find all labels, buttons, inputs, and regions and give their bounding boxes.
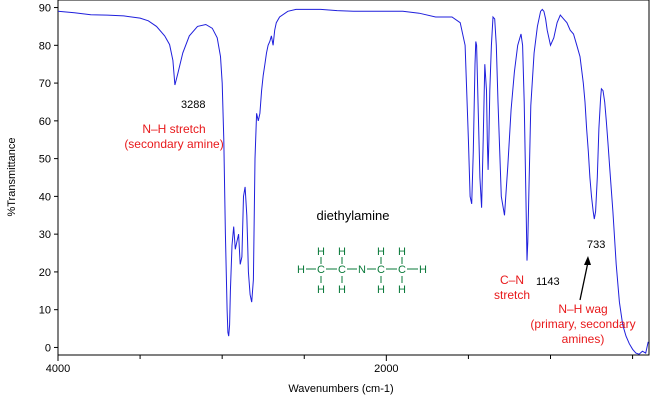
annotation-nh-stretch: N–H stretch — [142, 122, 205, 136]
y-tick-label: 40 — [39, 191, 51, 203]
annotation-cn: C–N — [500, 273, 524, 287]
atom-h: H — [297, 264, 305, 276]
atom-c: C — [317, 264, 325, 276]
x-axis-title: Wavenumbers (cm-1) — [288, 383, 393, 395]
annotation-733: 733 — [587, 239, 605, 251]
annotation-nh-wag: N–H wag — [558, 302, 607, 316]
atom-c: C — [338, 264, 346, 276]
y-tick-label: 90 — [39, 3, 51, 15]
annotation-1143: 1143 — [536, 276, 560, 288]
annotation-nh-stretch-sub: (secondary amine) — [124, 137, 223, 151]
atom-h: H — [419, 264, 427, 276]
annotation-arrowhead-733 — [584, 256, 591, 265]
x-axis-ticks: 4000 2000 — [46, 355, 634, 375]
annotations: 3288 N–H stretch (secondary amine) C–N s… — [124, 99, 635, 346]
annotation-nh-wag-sub2: amines) — [562, 332, 605, 346]
y-tick-label: 50 — [39, 154, 51, 166]
y-tick-label: 20 — [39, 267, 51, 279]
atom-c: C — [398, 264, 406, 276]
atom-h: H — [317, 284, 325, 296]
annotation-cn-stretch: stretch — [494, 288, 530, 302]
annotation-arrow-733 — [579, 261, 589, 301]
y-tick-label: 0 — [45, 342, 51, 354]
y-tick-label: 10 — [39, 305, 51, 317]
y-tick-label: 70 — [39, 78, 51, 90]
atom-h: H — [377, 284, 385, 296]
y-tick-label: 30 — [39, 229, 51, 241]
molecule-diethylamine: diethylamine H H H H H C C N C C H H H — [297, 208, 427, 296]
plot-frame — [57, 0, 650, 356]
atom-n: N — [358, 264, 366, 276]
atom-h: H — [377, 246, 385, 258]
x-tick-label: 4000 — [46, 363, 70, 375]
atom-c: C — [377, 264, 385, 276]
atom-h: H — [338, 246, 346, 258]
y-axis-title: %Transmittance — [6, 137, 18, 216]
spectrum-line — [57, 8, 649, 355]
annotation-3288: 3288 — [181, 99, 205, 111]
atom-h: H — [398, 246, 406, 258]
y-tick-label: 60 — [39, 116, 51, 128]
x-tick-label: 2000 — [374, 363, 398, 375]
y-axis-ticks: 0 10 20 30 40 50 60 70 80 90 — [39, 3, 58, 354]
atom-h: H — [398, 284, 406, 296]
molecule-name: diethylamine — [317, 208, 390, 223]
annotation-nh-wag-sub1: (primary, secondary — [530, 317, 635, 331]
atom-h: H — [338, 284, 346, 296]
y-tick-label: 80 — [39, 40, 51, 52]
atom-h: H — [317, 246, 325, 258]
